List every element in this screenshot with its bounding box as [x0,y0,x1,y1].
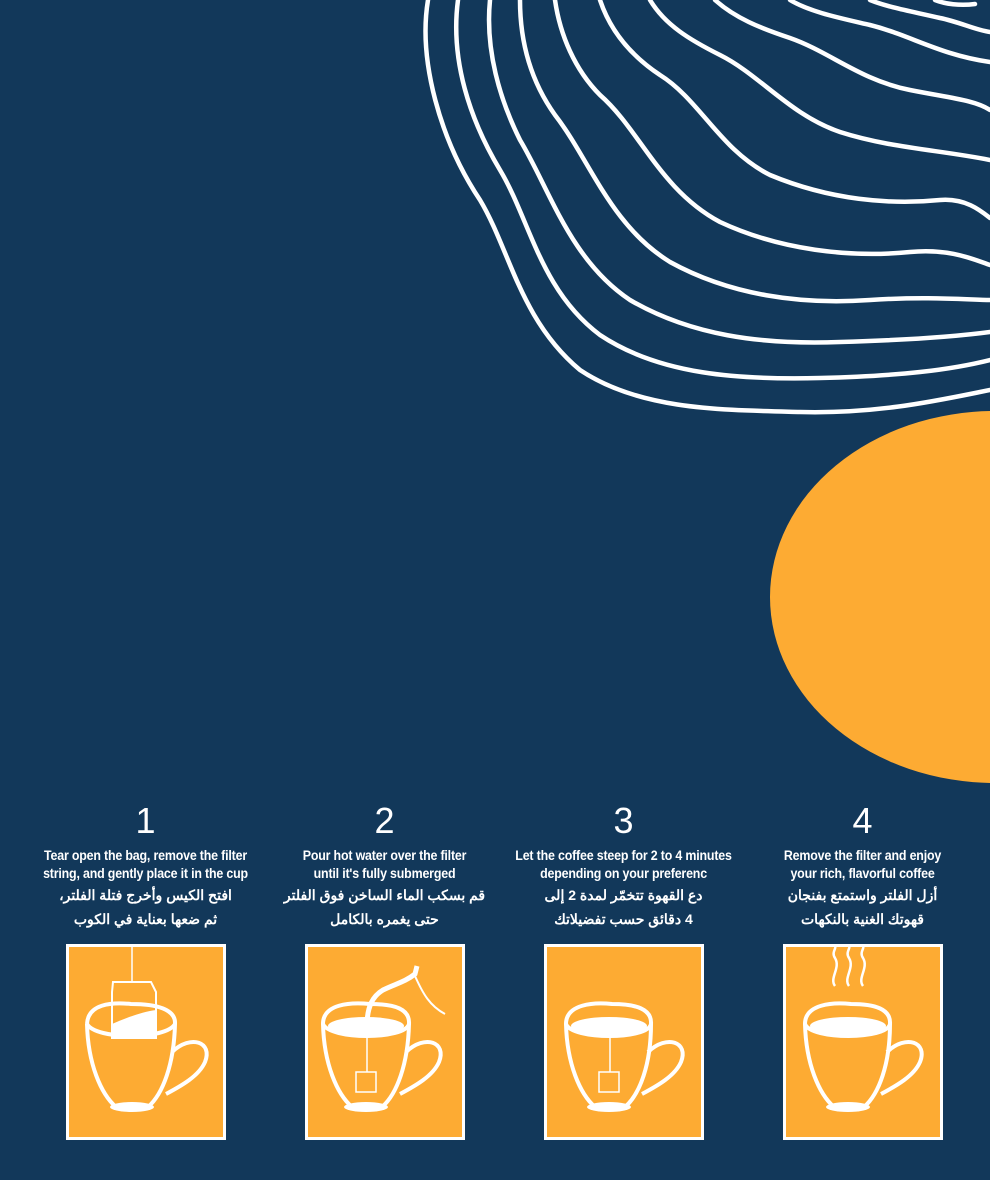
steaming-cup-icon [783,944,943,1140]
step-text-en-line1: Tear open the bag, remove the filter [44,848,247,863]
step-text-ar-line2: قهوتك الغنية بالنكهات [801,911,924,927]
step-2: 2 Pour hot water over the filter until i… [265,795,504,930]
orange-blob-decoration [770,411,990,783]
step-text-ar-line1: أزل الفلتر واستمتع بفنجان [787,887,938,903]
step-text-ar-line1: افتح الكيس وأخرج فتلة الفلتر، [59,887,232,903]
step-number: 4 [852,800,873,841]
step-text-ar-line2: ثم ضعها بعناية في الكوب [73,911,218,927]
step-number: 1 [135,800,156,841]
step-text-en-line1: Remove the filter and enjoy [783,848,942,863]
step-text-en-line1: Pour hot water over the filter [302,848,467,863]
step-number: 3 [613,800,634,841]
step-text-ar-line2: 4 دقائق حسب تفضيلاتك [554,911,693,927]
step-text-en-line2: until it's fully submerged [313,866,456,881]
pouring-water-cup-icon [305,944,465,1140]
step-3: 3 Let the coffee steep for 2 to 4 minute… [504,795,743,930]
step-text-en-line1: Let the coffee steep for 2 to 4 minutes [515,848,732,863]
step-text-ar-line2: حتى يغمره بالكامل [330,911,439,927]
step-text-en-line2: depending on your preferenc [540,866,707,881]
step-text-en-line2: your rich, flavorful coffee [790,866,935,881]
step-1: 1 Tear open the bag, remove the filter s… [26,795,265,930]
step-number: 2 [374,800,395,841]
step-text-en-line2: string, and gently place it in the cup [43,866,248,881]
cup-with-filter-bag-icon [66,944,226,1140]
steeping-cup-icon [544,944,704,1140]
topographic-lines-decoration [423,0,990,415]
step-4: 4 Remove the filter and enjoy your rich,… [743,795,982,930]
step-text-ar-line1: دع القهوة تتخمّر لمدة 2 إلى [544,887,703,903]
step-text-ar-line1: قم بسكب الماء الساخن فوق الفلتر [283,887,486,903]
